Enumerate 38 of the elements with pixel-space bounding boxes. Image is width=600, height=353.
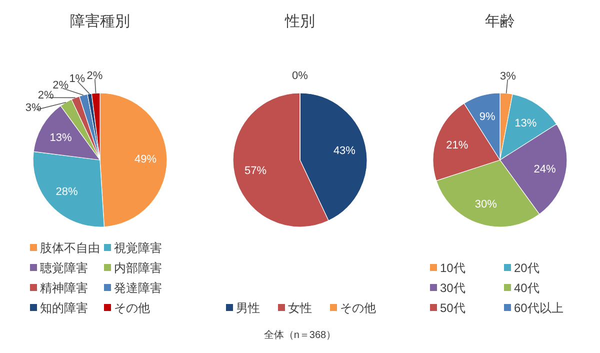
chart-title: 年齢 [485, 13, 515, 30]
chart-title: 性別 [284, 13, 315, 30]
chart-title: 障害種別 [70, 13, 130, 30]
legend-label: 精神障害 [40, 281, 88, 295]
legend-label: その他 [340, 301, 376, 315]
legend-label: 30代 [440, 281, 466, 295]
data-label: 3% [25, 102, 42, 114]
legend-label: 女性 [288, 301, 312, 315]
data-label: 21% [446, 140, 468, 152]
data-label: 9% [479, 111, 496, 124]
legend-label: 内部障害 [114, 261, 162, 275]
data-label: 30% [474, 198, 498, 210]
data-label: 13% [50, 132, 72, 144]
text: 全体（n＝368） [264, 329, 336, 341]
legend-label: 40代 [514, 281, 540, 295]
legend-label: 男性 [236, 301, 260, 315]
legend-label: 視覚障害 [114, 241, 162, 255]
data-label: 2% [86, 70, 103, 82]
legend-label: 50代 [440, 301, 466, 315]
data-label: 43% [333, 145, 356, 158]
legend-label: 発達障害 [114, 281, 162, 295]
data-label: 57% [244, 164, 267, 177]
legend-label: 肢体不自由 [40, 241, 100, 255]
text: 0% [292, 70, 308, 82]
legend-label: 聴覚障害 [40, 261, 88, 275]
data-label: 49% [134, 154, 157, 166]
legend-label: 知的障害 [40, 301, 88, 315]
legend-label: 20代 [514, 261, 540, 275]
legend-label: 60代以上 [514, 301, 564, 315]
data-label: 1% [69, 73, 86, 86]
data-label: 3% [500, 70, 516, 82]
legend-label: その他 [114, 301, 150, 315]
legend-label: 10代 [440, 261, 466, 275]
data-label: 28% [56, 186, 78, 198]
data-label: 24% [534, 164, 556, 176]
data-label: 2% [52, 80, 69, 92]
data-label: 2% [38, 90, 54, 102]
data-label: 13% [514, 117, 537, 130]
